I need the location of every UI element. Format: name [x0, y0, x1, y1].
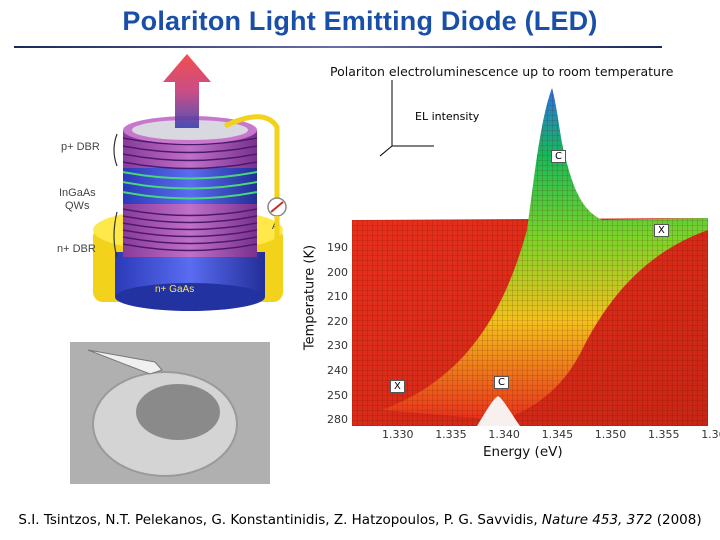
- chart-title: Polariton electroluminescence up to room…: [330, 64, 674, 79]
- x-tick-label: 1.360: [701, 428, 720, 441]
- y-tick-label: 190: [327, 241, 348, 254]
- z-axis: [379, 80, 434, 157]
- citation-year: (2008): [656, 512, 702, 528]
- annotation-c-top: C: [551, 150, 566, 163]
- y-tick-label: 230: [327, 339, 348, 353]
- annotation-c-bottom: C: [494, 376, 509, 389]
- sem-micrograph: [70, 342, 270, 484]
- citation: S.I. Tsintzos, N.T. Pelekanos, G. Konsta…: [0, 512, 720, 528]
- slide-title: Polariton Light Emitting Diode (LED): [122, 6, 598, 36]
- el-surface-plot: [352, 80, 708, 432]
- y-tick-label: 240: [327, 364, 348, 377]
- aperture: [136, 384, 220, 440]
- title-divider: [14, 46, 662, 48]
- annotation-x-left: X: [390, 380, 405, 393]
- substrate-label: n+ GaAs: [155, 284, 194, 295]
- qw-label-line2: QWs: [65, 200, 90, 212]
- x-tick-label: 1.330: [382, 428, 414, 441]
- surface-small-peak: [477, 396, 520, 426]
- y-tick-label: 210: [327, 290, 348, 304]
- x-axis-label: Energy (eV): [483, 444, 563, 460]
- device-diagram: n+ GaAs A p+ DBR InGaAs QWs n+ DBR: [57, 54, 287, 311]
- annotation-x-right: X: [654, 224, 669, 237]
- citation-journal: Nature 453, 372: [541, 512, 653, 528]
- y-tick-label: 250: [327, 388, 348, 402]
- y-tick-label: 200: [327, 265, 348, 279]
- y-axis-label: Temperature (K): [302, 244, 318, 351]
- quantum-well-layers: [123, 164, 257, 204]
- qw-label-line1: InGaAs: [59, 187, 96, 199]
- emission-arrow-icon: [163, 54, 211, 128]
- x-tick-label: 1.355: [648, 428, 680, 441]
- y-tick-label: 280: [327, 413, 348, 427]
- p-dbr-label: p+ DBR: [61, 141, 100, 153]
- z-axis-label: EL intensity: [415, 110, 480, 123]
- citation-authors: S.I. Tsintzos, N.T. Pelekanos, G. Konsta…: [18, 512, 538, 528]
- y-tick-label: 220: [327, 314, 348, 328]
- x-tick-label: 1.340: [488, 428, 520, 441]
- n-dbr-label: n+ DBR: [57, 243, 96, 255]
- x-tick-label: 1.350: [594, 428, 627, 441]
- probe-tip: [87, 349, 163, 375]
- x-tick-label: 1.345: [541, 428, 574, 441]
- x-tick-label: 1.335: [435, 428, 467, 441]
